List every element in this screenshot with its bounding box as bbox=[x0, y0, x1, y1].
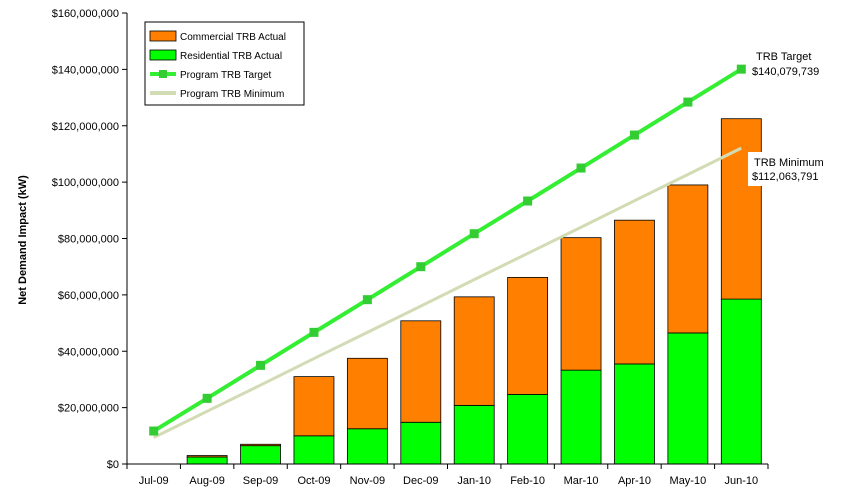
marker-program-trb-target bbox=[576, 163, 586, 173]
legend-label-target: Program TRB Target bbox=[180, 70, 272, 81]
bar-commercial bbox=[453, 296, 495, 406]
y-tick-label: $0 bbox=[107, 459, 119, 471]
marker-program-trb-target bbox=[469, 229, 479, 239]
bar-residential bbox=[453, 404, 495, 465]
legend-swatch-residential bbox=[149, 49, 177, 61]
marker-program-trb-target bbox=[202, 393, 212, 403]
x-tick-label: Apr-10 bbox=[618, 475, 651, 487]
x-tick-label: Nov-09 bbox=[350, 475, 385, 487]
marker-program-trb-target bbox=[362, 295, 372, 305]
y-tick-label: $20,000,000 bbox=[58, 403, 119, 415]
bar-residential bbox=[346, 428, 388, 465]
x-tick-label: Jul-09 bbox=[139, 475, 169, 487]
marker-program-trb-target bbox=[256, 360, 266, 370]
x-tick-label: Aug-09 bbox=[189, 475, 224, 487]
annotation-minimum-value: $112,063,791 bbox=[752, 171, 818, 183]
y-tick-label: $120,000,000 bbox=[52, 121, 119, 133]
bar-residential bbox=[400, 421, 442, 465]
bar-commercial bbox=[293, 376, 335, 437]
bar-commercial bbox=[720, 118, 762, 300]
legend: Commercial TRB Actual Residential TRB Ac… bbox=[144, 21, 305, 106]
legend-swatch-commercial bbox=[149, 30, 177, 42]
bar-commercial bbox=[186, 455, 228, 458]
bar-commercial bbox=[400, 320, 442, 423]
annotation-minimum-bg bbox=[748, 152, 838, 186]
bar-residential bbox=[720, 298, 762, 465]
x-tick-label: Oct-09 bbox=[297, 475, 330, 487]
marker-program-trb-target bbox=[149, 426, 159, 436]
bar-residential bbox=[560, 369, 602, 465]
x-tick-label: Dec-09 bbox=[403, 475, 438, 487]
x-tick-label: May-10 bbox=[670, 475, 707, 487]
legend-label-minimum: Program TRB Minimum bbox=[180, 89, 284, 100]
bar-residential bbox=[507, 393, 549, 465]
marker-program-trb-target bbox=[309, 327, 319, 337]
marker-program-trb-target bbox=[523, 196, 533, 206]
bar-residential bbox=[293, 435, 335, 465]
bar-commercial bbox=[346, 357, 388, 430]
y-axis-label: Net Demand Impact (kW) bbox=[17, 175, 29, 305]
x-tick-label: Sep-09 bbox=[243, 475, 278, 487]
bar-commercial bbox=[667, 184, 709, 334]
bar-residential bbox=[614, 363, 655, 465]
bar-residential bbox=[240, 445, 281, 465]
x-tick-label: Jan-10 bbox=[457, 475, 491, 487]
legend-marker-target bbox=[159, 70, 167, 78]
y-tick-label: $60,000,000 bbox=[58, 290, 119, 302]
y-tick-label: $160,000,000 bbox=[52, 8, 119, 20]
x-tick-label: Mar-10 bbox=[564, 475, 599, 487]
marker-program-trb-target bbox=[416, 262, 426, 272]
bar-commercial bbox=[240, 443, 281, 447]
marker-program-trb-target bbox=[683, 97, 693, 107]
x-tick-label: Jun-10 bbox=[724, 475, 758, 487]
line-program-trb-target bbox=[152, 67, 743, 433]
y-tick-label: $40,000,000 bbox=[58, 346, 119, 358]
x-tick-label: Feb-10 bbox=[510, 475, 545, 487]
annotation-target-label: TRB Target bbox=[756, 51, 811, 63]
annotation-target-value: $140,079,739 bbox=[752, 66, 819, 78]
y-tick-label: $140,000,000 bbox=[52, 64, 119, 76]
annotation-minimum-label: TRB Minimum bbox=[754, 157, 824, 169]
bar-residential bbox=[186, 456, 228, 465]
y-tick-label: $100,000,000 bbox=[52, 177, 119, 189]
y-tick-label: $80,000,000 bbox=[58, 234, 119, 246]
bar-commercial bbox=[507, 276, 549, 395]
marker-program-trb-target bbox=[736, 64, 746, 74]
marker-program-trb-target bbox=[629, 130, 639, 140]
legend-label-residential: Residential TRB Actual bbox=[180, 51, 282, 62]
bar-residential bbox=[667, 332, 709, 465]
bar-commercial bbox=[614, 219, 655, 365]
line-program-trb-minimum bbox=[153, 146, 742, 439]
bar-commercial bbox=[560, 237, 602, 371]
legend-label-commercial: Commercial TRB Actual bbox=[180, 32, 286, 43]
